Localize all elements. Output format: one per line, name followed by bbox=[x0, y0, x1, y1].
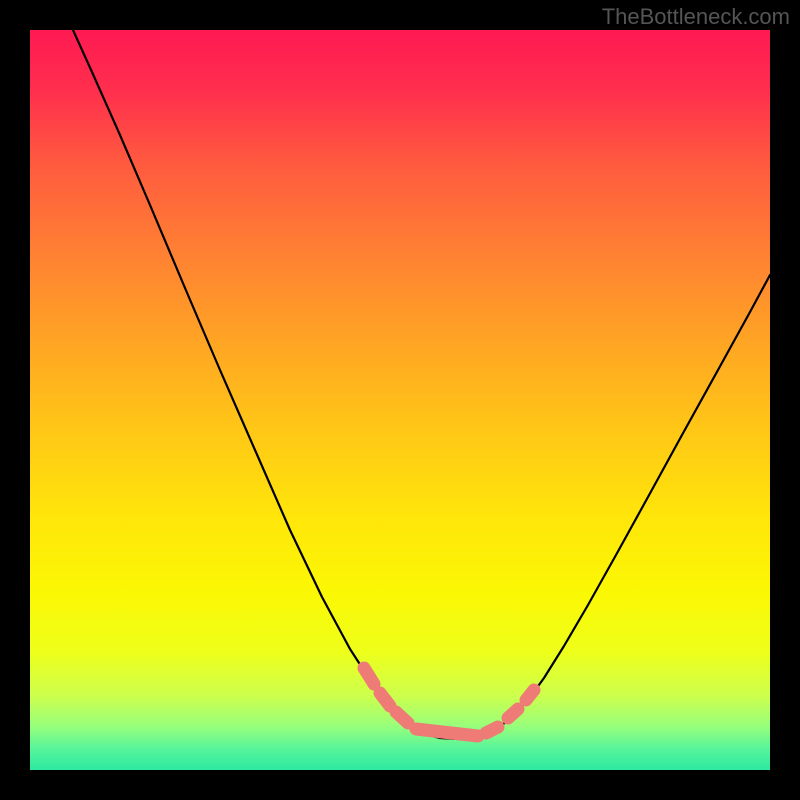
salmon-bead bbox=[526, 690, 534, 700]
salmon-bead bbox=[416, 729, 478, 736]
chart-container: TheBottleneck.com bbox=[0, 0, 800, 800]
plot-area bbox=[30, 30, 770, 770]
plot-svg bbox=[30, 30, 770, 770]
watermark-text: TheBottleneck.com bbox=[602, 4, 790, 30]
salmon-bead bbox=[364, 668, 374, 684]
gradient-background bbox=[30, 30, 770, 770]
salmon-bead bbox=[486, 727, 498, 733]
salmon-bead bbox=[380, 693, 390, 706]
salmon-bead bbox=[508, 709, 518, 718]
salmon-bead bbox=[396, 712, 408, 723]
